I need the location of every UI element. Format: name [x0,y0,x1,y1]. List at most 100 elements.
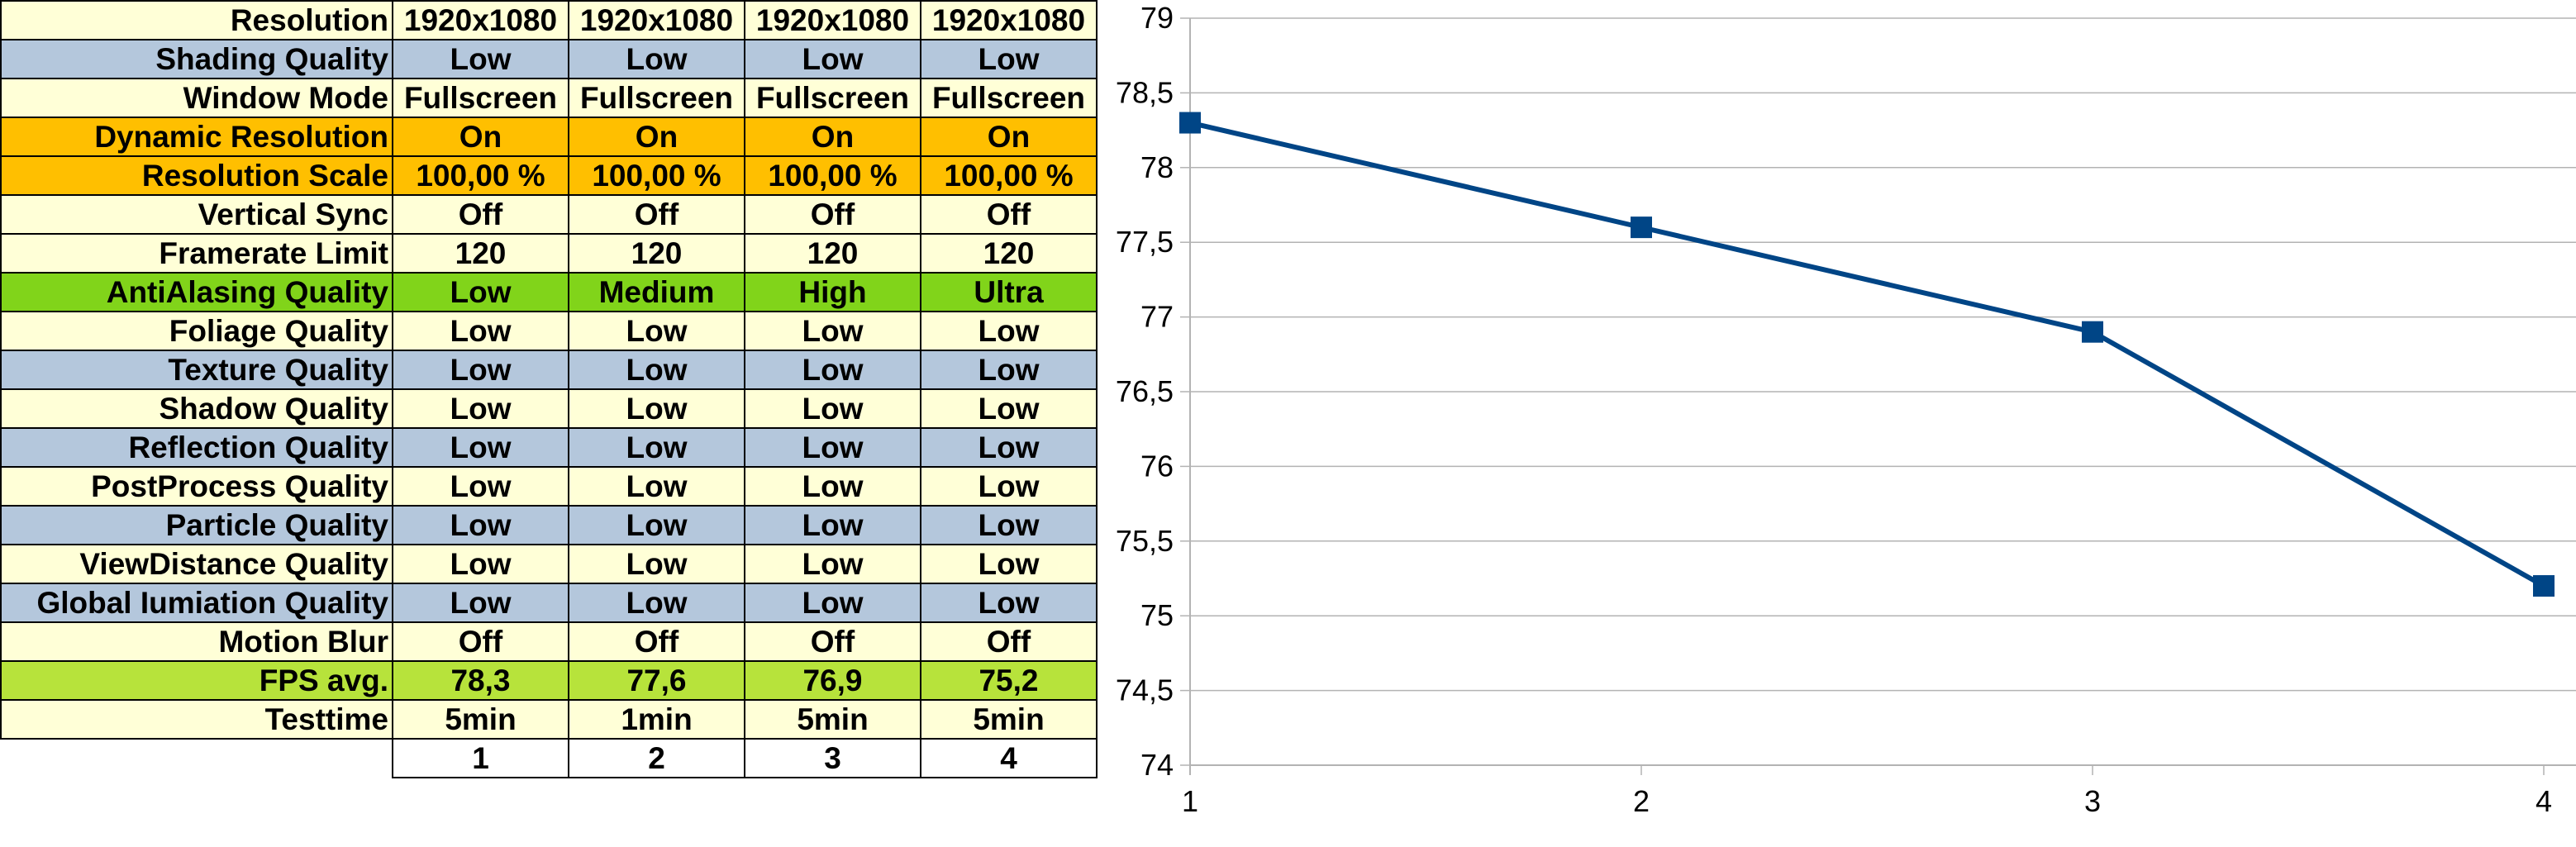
table-cell: On [920,117,1098,157]
table-cell: Low [392,544,569,584]
table-cell: Low [744,583,921,623]
data-point-marker [2082,321,2103,343]
x-tick-label: 3 [2084,784,2101,818]
table-cell: 1min [568,699,745,740]
table-cell: 120 [920,233,1098,274]
table-row: Shading Quality Low Low Low Low [0,39,1098,79]
table-row: Resolution Scale 100,00 % 100,00 % 100,00 %… [0,155,1098,196]
table-cell: 1920x1080 [568,0,745,40]
table-row: Particle Quality Low Low Low Low [0,505,1098,545]
table-cell: 78,3 [392,660,569,701]
table-row: Texture Quality Low Low Low Low [0,350,1098,390]
y-tick-label: 74,5 [1116,673,1174,707]
table-row: AntiAlasing Quality Low Medium High Ultra [0,272,1098,312]
row-label: Motion Blur [0,621,393,662]
table-cell: Off [744,621,921,662]
table-row: Global Iumiation Quality Low Low Low Low [0,583,1098,623]
table-cell: 1920x1080 [920,0,1098,40]
table-cell: Low [744,544,921,584]
index-cell: 3 [744,738,921,778]
y-tick-label: 75 [1140,598,1174,632]
table-cell: Off [392,194,569,235]
table-cell: Low [568,505,745,545]
table-cell: Low [920,427,1098,468]
row-label: Texture Quality [0,350,393,390]
table-cell: Low [744,427,921,468]
table-row: Foliage Quality Low Low Low Low [0,311,1098,351]
table-cell: Low [920,505,1098,545]
table-cell: Fullscreen [392,78,569,118]
table-row: FPS avg. 78,3 77,6 76,9 75,2 [0,660,1098,701]
table-row: Resolution 1920x1080 1920x1080 1920x1080 192… [0,0,1098,40]
row-label: Shadow Quality [0,388,393,429]
y-tick-label: 74 [1140,748,1174,782]
table-cell: 76,9 [744,660,921,701]
table-cell: Low [744,311,921,351]
table-cell: Low [568,388,745,429]
table-cell: On [392,117,569,157]
table-cell: Low [568,544,745,584]
table-cell: Low [920,350,1098,390]
row-label: Resolution Scale [0,155,393,196]
table-cell: 75,2 [920,660,1098,701]
table-cell: Off [568,194,745,235]
table-row: Shadow Quality Low Low Low Low [0,388,1098,429]
index-cell: 2 [568,738,745,778]
table-cell: On [568,117,745,157]
table-cell: 100,00 % [568,155,745,196]
table-cell: High [744,272,921,312]
row-label: Framerate Limit [0,233,393,274]
table-cell: 5min [392,699,569,740]
table-row: Testtime 5min 1min 5min 5min [0,699,1098,740]
row-label: Dynamic Resolution [0,117,393,157]
table-cell: Fullscreen [568,78,745,118]
table-cell: Low [744,39,921,79]
table-cell: Low [744,466,921,507]
table-cell: Low [568,583,745,623]
table-cell: On [744,117,921,157]
data-point-marker [2533,575,2555,597]
row-label: PostProcess Quality [0,466,393,507]
index-cell: 4 [920,738,1098,778]
row-label: Foliage Quality [0,311,393,351]
table-cell: 120 [744,233,921,274]
settings-table: Resolution 1920x1080 1920x1080 1920x1080 192… [0,0,1098,778]
table-cell: Off [744,194,921,235]
table-cell: Low [568,39,745,79]
table-cell: Off [392,621,569,662]
table-cell: Low [920,583,1098,623]
table-cell: 5min [920,699,1098,740]
row-label: Shading Quality [0,39,393,79]
table-cell: 100,00 % [392,155,569,196]
table-row: Reflection Quality Low Low Low Low [0,427,1098,468]
table-cell: Low [744,350,921,390]
table-row: Window Mode Fullscreen Fullscreen Fullscree… [0,78,1098,118]
row-label: Reflection Quality [0,427,393,468]
settings-table-body: Resolution 1920x1080 1920x1080 1920x1080 192… [0,0,1098,778]
table-cell: Low [920,311,1098,351]
x-tick-label: 1 [1182,784,1198,818]
fps-series-line [1189,120,2545,588]
table-cell: Fullscreen [920,78,1098,118]
table-cell: Low [392,388,569,429]
fps-line-chart: 74 74,5 75 75,5 76 76,5 77 77,5 78 78,5 79 1 2 3 4 [1116,1,2576,818]
row-label: Resolution [0,0,393,40]
table-cell: Low [920,544,1098,584]
y-tick-label: 77 [1140,300,1174,334]
table-cell: Low [392,583,569,623]
table-cell: Low [392,272,569,312]
row-label: FPS avg. [0,660,393,701]
data-point-marker [1179,112,1201,134]
x-tick-label: 2 [1633,784,1650,818]
table-cell: Low [920,466,1098,507]
y-tick-label: 76,5 [1116,374,1174,408]
table-cell: Medium [568,272,745,312]
table-cell: Low [744,388,921,429]
table-cell: Low [392,311,569,351]
table-cell: Off [568,621,745,662]
table-cell: 1920x1080 [392,0,569,40]
table-row: Framerate Limit 120 120 120 120 [0,233,1098,274]
row-label: AntiAlasing Quality [0,272,393,312]
table-cell: 1920x1080 [744,0,921,40]
table-row: Dynamic Resolution On On On On [0,117,1098,157]
